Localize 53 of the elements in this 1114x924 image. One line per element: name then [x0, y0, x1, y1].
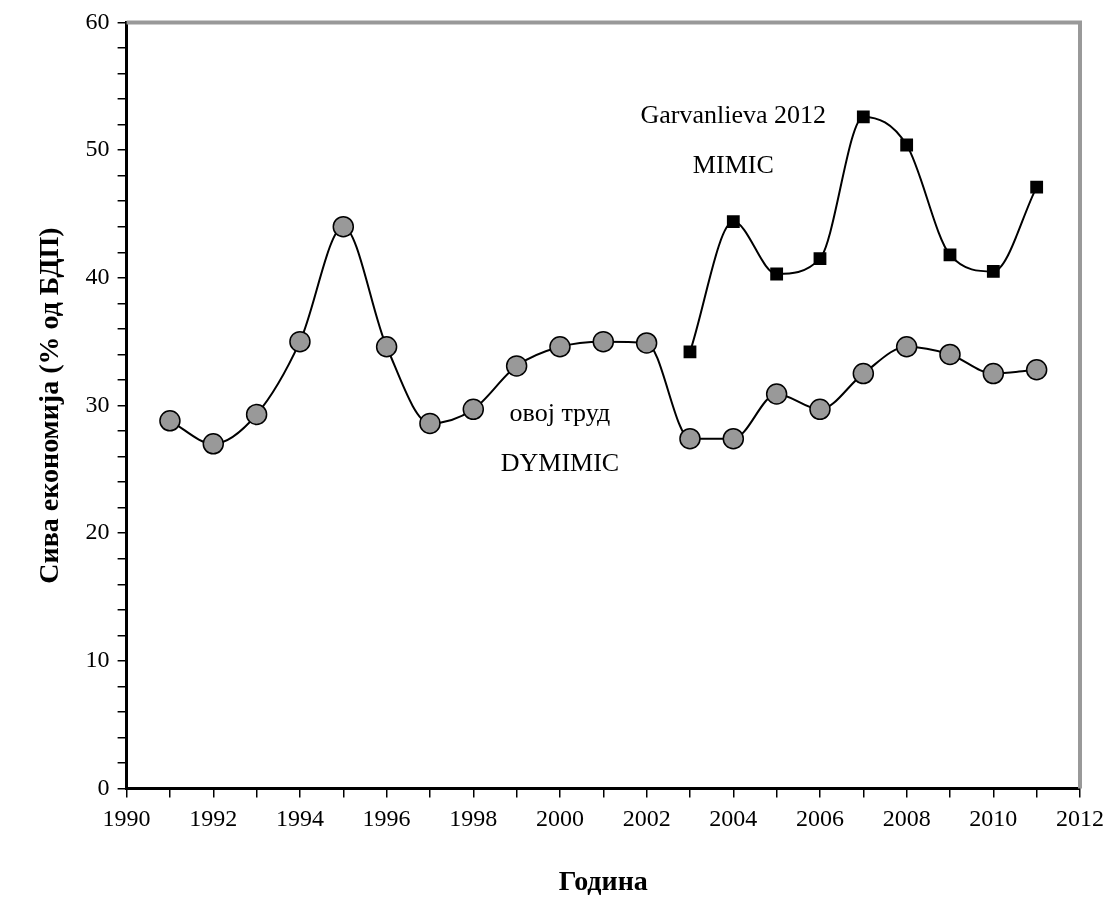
x-tick-label: 2008 — [882, 805, 931, 832]
point — [549, 336, 571, 358]
point — [202, 433, 225, 455]
x-tick-label: 2006 — [795, 805, 844, 832]
x-tick-label: 1990 — [102, 805, 151, 832]
point — [765, 383, 788, 405]
point — [770, 267, 784, 281]
x-axis-title: Година — [558, 865, 648, 897]
series-label: Garvanlieva 2012 MIMIC — [640, 99, 827, 179]
x-tick-label: 1996 — [362, 805, 411, 832]
point — [726, 215, 740, 229]
y-tick-label: 30 — [85, 390, 110, 417]
point — [419, 412, 441, 435]
point — [592, 330, 615, 353]
x-tick-label: 2012 — [1056, 805, 1104, 832]
x-tick-label: 1994 — [275, 805, 324, 832]
point — [1025, 358, 1048, 381]
y-tick-label: 60 — [85, 7, 110, 34]
x-tick-label: 1998 — [449, 805, 498, 832]
point — [332, 215, 355, 238]
x-tick-label: 2010 — [969, 805, 1018, 832]
point — [813, 252, 827, 266]
y-tick-label: 50 — [85, 135, 110, 162]
point — [683, 345, 697, 359]
point — [982, 362, 1005, 385]
point — [900, 138, 914, 152]
y-tick-label: 0 — [97, 773, 110, 800]
point — [939, 343, 961, 366]
point — [375, 336, 398, 358]
point — [505, 355, 528, 377]
point — [722, 427, 745, 450]
point — [635, 332, 658, 354]
point — [679, 427, 701, 450]
x-tick-label: 2004 — [709, 805, 758, 832]
x-tick-label: 1992 — [189, 805, 238, 832]
point — [856, 110, 870, 124]
x-tick-label: 2000 — [535, 805, 584, 832]
y-axis-title: Сива економија (% од БДП) — [33, 227, 65, 584]
point — [943, 248, 957, 262]
point — [986, 265, 1000, 278]
y-tick-label: 20 — [85, 518, 110, 545]
point — [895, 336, 918, 358]
x-tick-label: 2002 — [622, 805, 671, 832]
point — [809, 398, 831, 421]
point — [462, 398, 485, 421]
y-tick-label: 10 — [85, 646, 110, 673]
point — [289, 330, 311, 353]
y-tick-label: 40 — [85, 263, 110, 290]
point — [245, 403, 268, 426]
point — [852, 362, 875, 385]
series-label: овој труд DYMIMIC — [500, 397, 620, 477]
point — [159, 410, 181, 432]
point — [1030, 180, 1044, 194]
